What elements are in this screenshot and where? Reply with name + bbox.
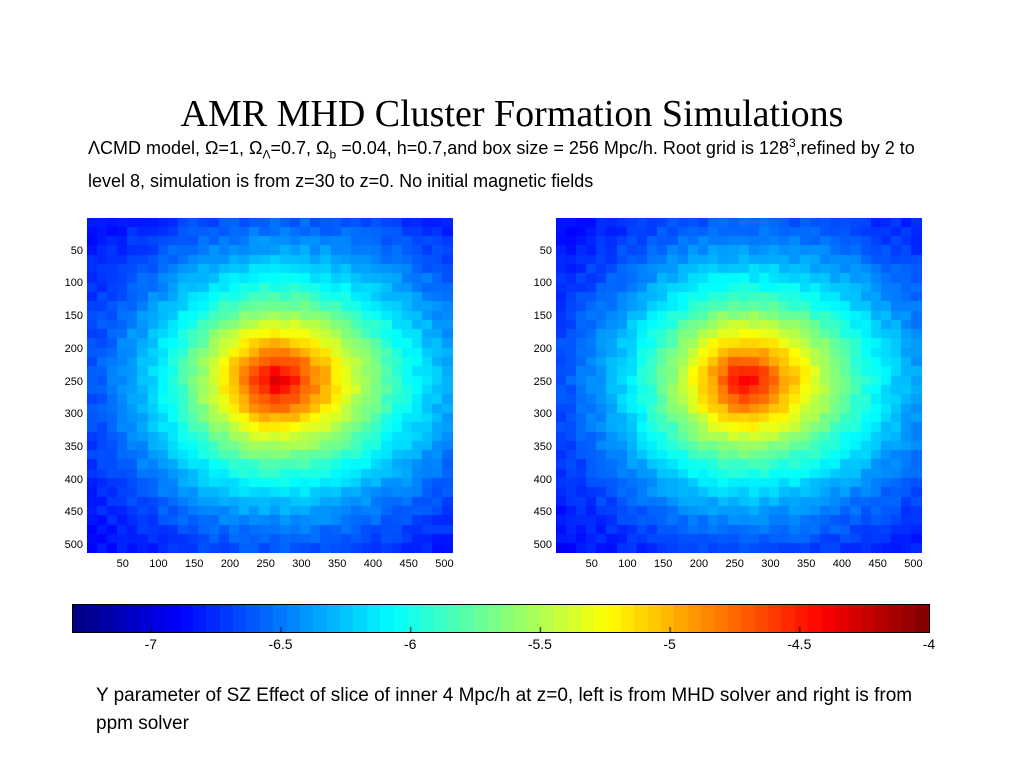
subtitle-text-4: ,refined by 2 to level 8, simulation is … [88,138,915,191]
left-xtick-50: 50 [116,558,129,570]
left-xtick-200: 200 [220,558,240,570]
colorbar-tick-label: -6 [403,636,417,652]
left-xtick-150: 150 [185,558,204,570]
right-xtick-200: 200 [689,558,709,570]
left-xtick-400: 400 [363,558,383,570]
subtitle-sup-3: 3 [788,136,796,150]
colorbar-tick-label: -6.5 [268,636,293,652]
left-xtick-500: 500 [435,558,454,570]
left-xtick-250: 250 [256,558,275,570]
subtitle-text-3: =0.04, h=0.7,and box size = 256 Mpc/h. R… [336,138,789,158]
subtitle-text-1: ΛCMD model, Ω=1, Ω [88,138,263,158]
left-xtick-300: 300 [292,558,311,570]
colorbar-tick-label: -5.5 [527,636,552,652]
right-xtick-50: 50 [585,558,598,570]
colorbar [72,604,930,633]
colorbar-tick-label: -4.5 [787,636,812,652]
right-ytick-250: 250 [533,375,552,388]
left-xtick-450: 450 [399,558,418,570]
colorbar-tick-label: -5 [663,636,676,652]
right-xtick-400: 400 [832,558,852,570]
slide-title: AMR MHD Cluster Formation Simulations [180,93,844,135]
left-ytick-200: 200 [64,342,83,355]
left-ytick-450: 450 [64,506,83,519]
right-ytick-300: 300 [533,408,552,421]
colorbar-tick-label: -7 [144,636,158,652]
right-xtick-100: 100 [618,558,637,570]
left-ytick-300: 300 [64,408,83,421]
right-ytick-450: 450 [533,506,552,519]
right-xtick-500: 500 [904,558,923,570]
right-xtick-300: 300 [761,558,780,570]
right-ytick-100: 100 [533,277,552,290]
right-xtick-150: 150 [654,558,673,570]
left-ytick-400: 400 [64,473,83,486]
right-ytick-200: 200 [533,342,552,355]
right-ytick-400: 400 [533,473,552,486]
slide-subtitle: ΛCMD model, Ω=1, ΩΛ=0.7, Ωb =0.04, h=0.7… [88,130,948,194]
left-xtick-100: 100 [149,558,168,570]
right-xtick-450: 450 [868,558,887,570]
left-ytick-250: 250 [64,375,83,388]
figure-caption: Y parameter of SZ Effect of slice of inn… [96,685,913,734]
left-ytick-150: 150 [64,310,83,323]
left-xtick-350: 350 [328,558,347,570]
subtitle-sub-b: b [329,147,337,162]
right-xtick-350: 350 [797,558,816,570]
colorbar-tick-label: -4 [922,636,936,652]
left-ytick-500: 500 [64,539,83,552]
subtitle-text-2: =0.7, Ω [270,138,330,158]
right-ytick-500: 500 [533,539,552,552]
right-ytick-150: 150 [533,310,552,323]
right-xtick-250: 250 [725,558,744,570]
right-ytick-50: 50 [539,244,552,257]
left-ytick-50: 50 [70,244,83,257]
heatmap-left-mhd [87,218,453,553]
heatmap-right-ppm [556,218,922,553]
left-ytick-100: 100 [64,277,83,290]
subtitle-sub-lambda: Λ [262,147,271,162]
left-ytick-350: 350 [64,441,83,453]
right-ytick-350: 350 [533,441,552,453]
